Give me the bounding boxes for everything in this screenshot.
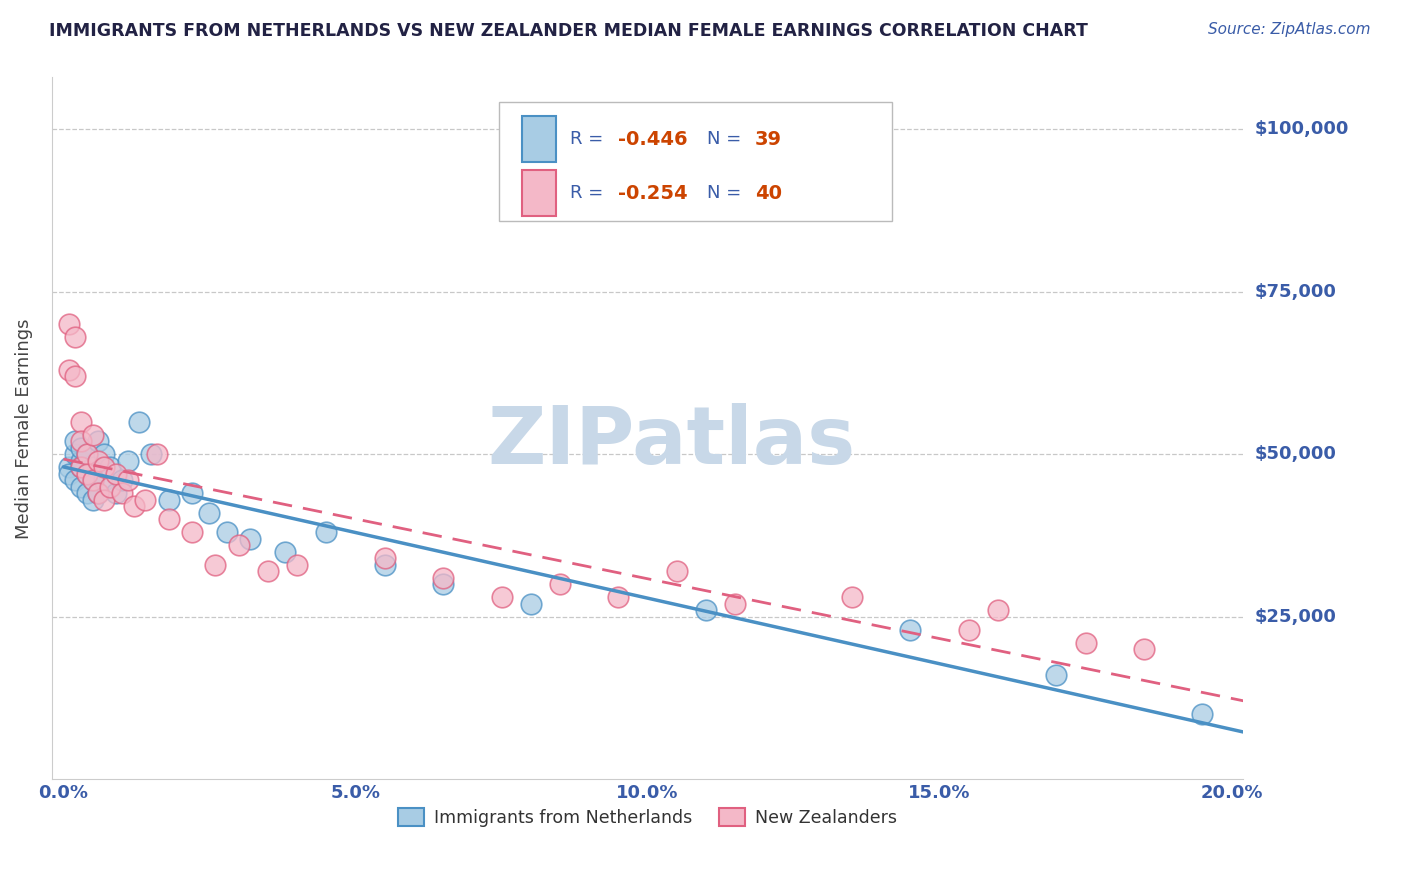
- Text: ZIPatlas: ZIPatlas: [488, 403, 855, 482]
- Point: [82, 473, 104, 487]
- Text: R =: R =: [569, 184, 609, 202]
- Point: [987, 603, 1010, 617]
- Point: [70, 434, 93, 449]
- Point: [111, 486, 134, 500]
- Point: [139, 447, 162, 461]
- Point: [63, 473, 86, 487]
- Point: [58, 467, 80, 481]
- Point: [58, 318, 80, 332]
- Point: [374, 551, 396, 566]
- Point: [181, 525, 204, 540]
- Point: [695, 603, 717, 617]
- Point: [82, 492, 104, 507]
- FancyBboxPatch shape: [499, 102, 891, 221]
- Text: 39: 39: [755, 129, 782, 149]
- Point: [70, 415, 93, 429]
- Text: Source: ZipAtlas.com: Source: ZipAtlas.com: [1208, 22, 1371, 37]
- Text: N =: N =: [707, 184, 747, 202]
- Point: [1045, 668, 1067, 682]
- Text: 40: 40: [755, 184, 782, 202]
- Point: [82, 473, 104, 487]
- Point: [122, 500, 145, 514]
- Point: [239, 532, 262, 546]
- Point: [285, 558, 308, 572]
- Point: [93, 447, 115, 461]
- Point: [63, 330, 86, 344]
- Point: [548, 577, 571, 591]
- Point: [117, 454, 139, 468]
- Point: [181, 486, 204, 500]
- Point: [82, 460, 104, 475]
- Point: [58, 460, 80, 475]
- Point: [900, 623, 922, 637]
- Point: [204, 558, 226, 572]
- Point: [215, 525, 238, 540]
- Point: [257, 564, 280, 578]
- Point: [76, 447, 98, 461]
- Point: [1133, 642, 1156, 657]
- Point: [105, 467, 128, 481]
- Legend: Immigrants from Netherlands, New Zealanders: Immigrants from Netherlands, New Zealand…: [391, 801, 904, 834]
- Point: [63, 434, 86, 449]
- Text: $75,000: $75,000: [1254, 283, 1336, 301]
- Point: [432, 577, 454, 591]
- Point: [128, 415, 150, 429]
- Text: $25,000: $25,000: [1254, 607, 1336, 626]
- Point: [198, 506, 221, 520]
- Text: -0.446: -0.446: [617, 129, 688, 149]
- Point: [63, 447, 86, 461]
- Point: [93, 460, 115, 475]
- Point: [157, 492, 180, 507]
- Text: N =: N =: [707, 130, 747, 148]
- Text: $100,000: $100,000: [1254, 120, 1348, 138]
- Point: [93, 473, 115, 487]
- Point: [76, 467, 98, 481]
- Point: [1074, 636, 1097, 650]
- Point: [111, 473, 134, 487]
- Point: [70, 441, 93, 455]
- Point: [315, 525, 337, 540]
- Text: IMMIGRANTS FROM NETHERLANDS VS NEW ZEALANDER MEDIAN FEMALE EARNINGS CORRELATION : IMMIGRANTS FROM NETHERLANDS VS NEW ZEALA…: [49, 22, 1088, 40]
- Point: [374, 558, 396, 572]
- FancyBboxPatch shape: [523, 170, 555, 216]
- Y-axis label: Median Female Earnings: Median Female Earnings: [15, 318, 32, 539]
- Point: [70, 460, 93, 475]
- Point: [724, 597, 747, 611]
- Point: [87, 486, 110, 500]
- Point: [432, 571, 454, 585]
- Point: [58, 363, 80, 377]
- Point: [76, 486, 98, 500]
- Point: [665, 564, 688, 578]
- Point: [841, 591, 863, 605]
- Point: [82, 428, 104, 442]
- Point: [87, 434, 110, 449]
- Point: [70, 454, 93, 468]
- Point: [93, 492, 115, 507]
- Point: [957, 623, 980, 637]
- Point: [87, 454, 110, 468]
- Point: [98, 480, 121, 494]
- Point: [274, 545, 297, 559]
- Text: $50,000: $50,000: [1254, 445, 1336, 463]
- Text: -0.254: -0.254: [617, 184, 688, 202]
- Point: [157, 512, 180, 526]
- Point: [70, 480, 93, 494]
- Text: R =: R =: [569, 130, 609, 148]
- Point: [76, 467, 98, 481]
- Point: [519, 597, 541, 611]
- Point: [491, 591, 513, 605]
- Point: [134, 492, 156, 507]
- Point: [607, 591, 630, 605]
- Point: [105, 486, 128, 500]
- Point: [117, 473, 139, 487]
- Point: [70, 460, 93, 475]
- Point: [1191, 707, 1213, 722]
- Point: [76, 447, 98, 461]
- Point: [63, 369, 86, 384]
- FancyBboxPatch shape: [523, 116, 555, 162]
- Point: [228, 538, 250, 552]
- Point: [98, 460, 121, 475]
- Point: [146, 447, 169, 461]
- Point: [87, 486, 110, 500]
